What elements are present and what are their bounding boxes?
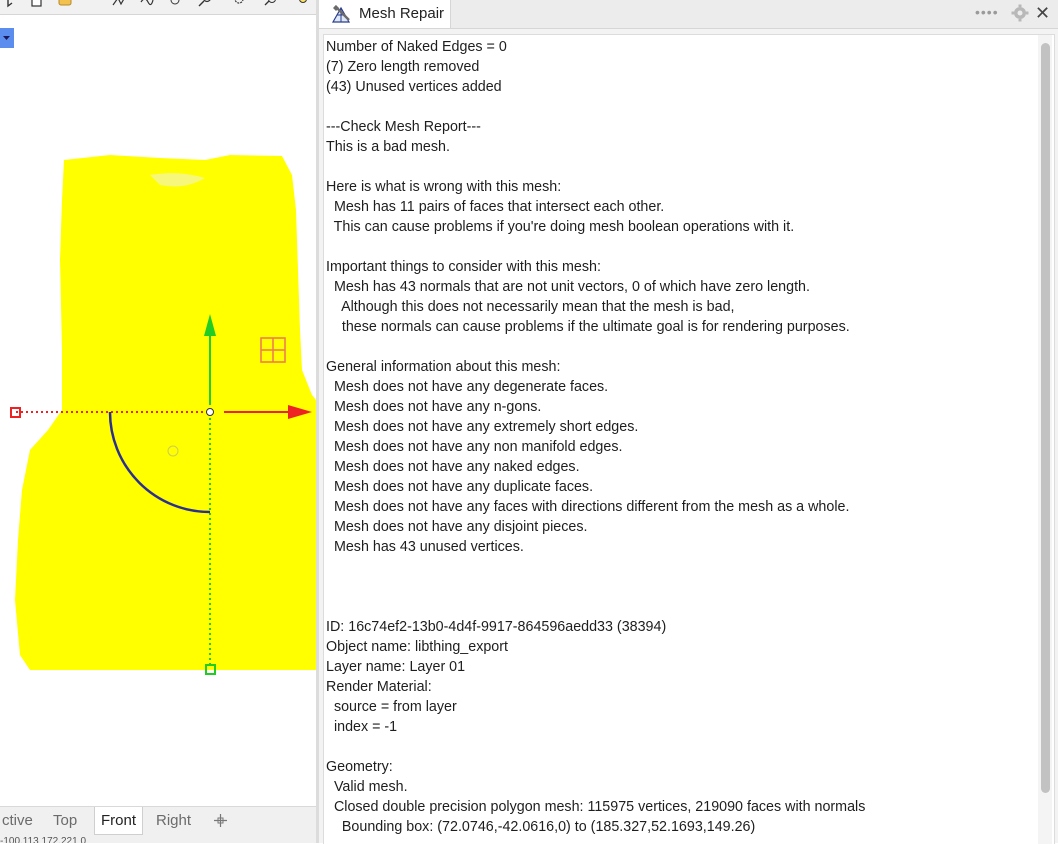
sketch-icon[interactable] [140,0,154,10]
report-line [326,577,865,597]
tab-right[interactable]: Right [156,812,192,829]
panel-header: Mesh Repair •••• ✕ [319,0,1058,29]
panel-title: Mesh Repair [359,5,445,22]
report-line: source = from layer [326,699,457,715]
report-line: This can cause problems if you're doing … [326,219,795,235]
report-line: Render Material: [326,679,432,695]
report-line: Layer name: Layer 01 [326,659,466,675]
report-line: (7) Zero length removed [326,59,480,75]
close-icon[interactable]: ✕ [1035,3,1051,23]
zoom-icon[interactable] [198,0,212,10]
check-mesh-report: Number of Naked Edges = 0 (7) Zero length… [326,37,865,837]
report-line: Although this does not necessarily mean … [326,299,735,315]
rotation-arc[interactable] [108,411,211,514]
report-line: Closed double precision polygon mesh: 11… [326,799,866,815]
report-line: Mesh does not have any disjoint pieces. [326,519,588,535]
report-line: Mesh does not have any degenerate faces. [326,379,609,395]
report-line [326,237,865,257]
mesh-object[interactable] [15,155,316,670]
report-line: Valid mesh. [326,779,408,795]
viewport-area[interactable]: ctive Top Front Right -100.113 172.221 0 [0,0,316,843]
report-line [326,157,865,177]
select-icon[interactable] [6,0,20,10]
tab-top[interactable]: Top [53,812,78,829]
copy-icon[interactable] [30,0,44,10]
report-line: (43) Unused vertices added [326,79,502,95]
drag-handle-icon[interactable]: •••• [975,4,999,20]
tab-perspective[interactable]: ctive [2,812,33,829]
gumball-icon[interactable] [168,0,182,10]
report-line: Here is what is wrong with this mesh: [326,179,562,195]
tab-front[interactable]: Front [94,807,144,835]
vertical-scrollbar[interactable] [1038,35,1052,844]
scale-handle[interactable] [167,445,179,457]
report-line: General information about this mesh: [326,359,561,375]
report-line [326,337,865,357]
viewport-tab-bar: ctive Top Front Right [0,806,316,843]
report-line: Mesh has 43 normals that are not unit ve… [326,279,810,295]
report-line: Bounding box: (72.0746,-42.0616,0) to (1… [326,819,756,835]
zoom-extents-icon[interactable] [264,0,278,10]
report-line [326,97,865,117]
report-line: Object name: libthing_export [326,639,508,655]
report-line: index = -1 [326,719,398,735]
report-line: Important things to consider with this m… [326,259,601,275]
report-line: Mesh does not have any extremely short e… [326,419,639,435]
scrollbar-thumb[interactable] [1041,43,1050,793]
folder-icon[interactable] [58,0,72,10]
curve-icon[interactable] [112,0,126,10]
report-line [326,597,865,617]
x-axis-handle[interactable] [10,407,21,418]
panel-splitter[interactable] [316,0,319,843]
y-axis-arrowhead[interactable] [204,314,216,336]
y-axis-handle[interactable] [205,664,216,675]
coordinate-readout: -100.113 172.221 0 [0,836,87,843]
report-line: Mesh does not have any n-gons. [326,399,542,415]
report-text-area[interactable]: Number of Naked Edges = 0 (7) Zero length… [323,34,1055,844]
report-line: Mesh does not have any non manifold edge… [326,439,623,455]
report-line: Mesh does not have any faces with direct… [326,499,850,515]
report-line: ---Check Mesh Report--- [326,119,481,135]
report-line: Mesh has 11 pairs of faces that intersec… [326,199,665,215]
command-toolbar [0,0,316,15]
zoom-window-icon[interactable] [232,0,246,10]
report-line: Geometry: [326,759,393,775]
report-line: Number of Naked Edges = 0 [326,39,507,55]
chevron-down-icon [3,36,10,40]
report-line: Mesh does not have any duplicate faces. [326,479,594,495]
panel-tab-mesh-repair[interactable]: Mesh Repair [319,0,451,28]
report-line: ID: 16c74ef2-13b0-4d4f-9917-864596aedd33… [326,619,667,635]
viewport-canvas[interactable] [0,0,316,806]
gear-icon[interactable] [1011,4,1029,22]
report-line [326,557,865,577]
gumball-origin[interactable] [206,408,214,416]
report-line [326,737,865,757]
zoom-selected-icon[interactable] [296,0,310,10]
mesh-repair-panel: Mesh Repair •••• ✕ Number of Naked Edges… [319,0,1058,844]
mesh-speckle [150,173,205,187]
x-axis-arrowhead[interactable] [288,405,312,419]
plus-move-icon[interactable] [214,814,227,827]
report-line: these normals can cause problems if the … [326,319,850,335]
mesh-repair-icon [331,5,351,23]
report-line: This is a bad mesh. [326,139,450,155]
report-line: Mesh has 43 unused vertices. [326,539,524,555]
report-line: Mesh does not have any naked edges. [326,459,580,475]
viewport-menu-button[interactable] [0,28,14,48]
